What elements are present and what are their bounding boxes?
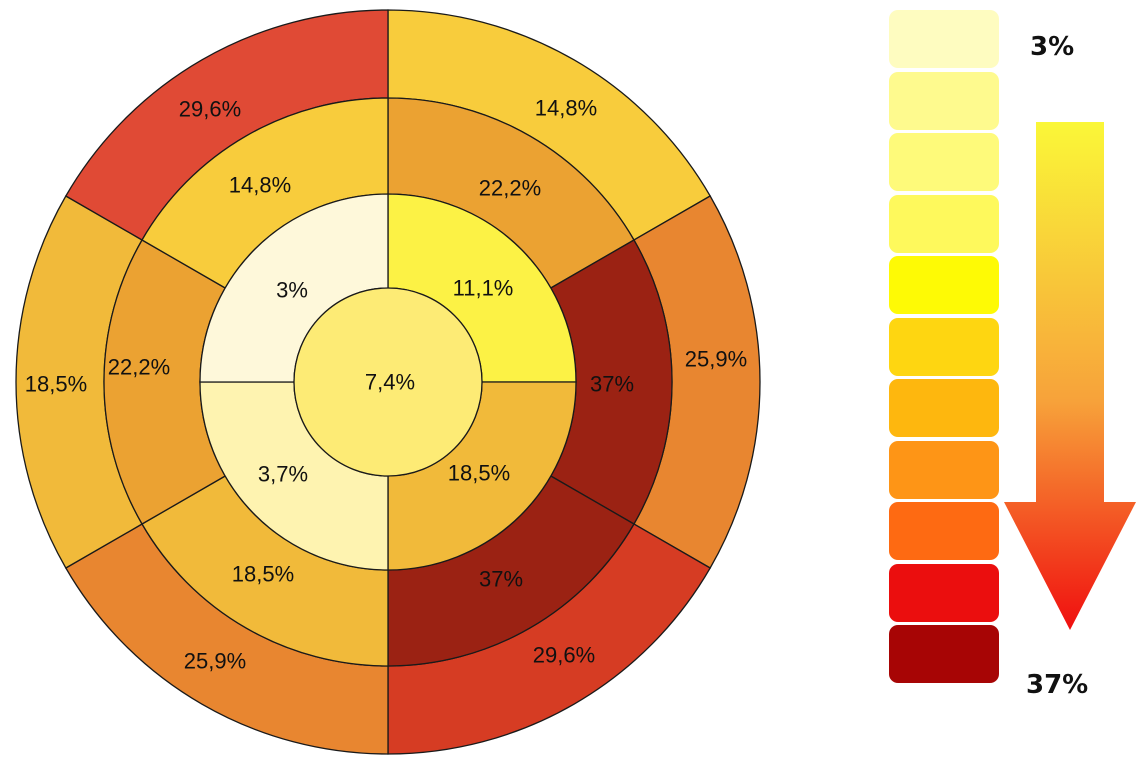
legend-swatch-9 xyxy=(889,502,999,560)
outer-ring-label-1: 14,8% xyxy=(535,96,597,121)
outer-ring-label-3: 29,6% xyxy=(533,643,595,668)
color-scale-legend: 3% 37% xyxy=(880,0,1139,758)
legend-max-label: 37% xyxy=(1026,670,1089,700)
legend-swatch-10 xyxy=(889,563,999,622)
legend-swatch-5 xyxy=(889,256,999,314)
legend-swatch-7 xyxy=(889,379,999,437)
middle-ring-label-6: 14,8% xyxy=(229,173,291,198)
middle-ring-label-3: 37% xyxy=(479,567,523,592)
center-ring-segment-1 xyxy=(293,287,483,477)
ring-labels: 14,8% 25,9% 29,6% 25,9% 18,5% 29,6% 22,2% 37% 37… xyxy=(25,96,747,674)
middle-ring-label-2: 37% xyxy=(590,372,634,397)
inner-ring-label-2: 18,5% xyxy=(448,461,510,486)
outer-ring-label-5: 18,5% xyxy=(25,372,87,397)
middle-ring-label-4: 18,5% xyxy=(232,562,294,587)
outer-ring-label-6: 29,6% xyxy=(179,97,241,122)
legend-swatch-2 xyxy=(889,71,999,130)
legend-swatch-3 xyxy=(889,133,999,191)
inner-ring-label-3: 3,7% xyxy=(258,462,308,487)
center-ring-label-1: 7,4% xyxy=(365,370,415,395)
legend-swatch-8 xyxy=(889,440,999,499)
legend-swatch-6 xyxy=(889,317,999,376)
outer-ring-label-2: 25,9% xyxy=(685,347,747,372)
legend-swatch-4 xyxy=(889,194,999,253)
ring-segments xyxy=(15,9,761,755)
outer-ring-label-4: 25,9% xyxy=(184,649,246,674)
legend-min-label: 3% xyxy=(1030,32,1075,62)
middle-ring-label-5: 22,2% xyxy=(108,355,170,380)
legend-gradient-arrow xyxy=(1004,122,1136,630)
down-arrow-icon xyxy=(1004,122,1136,630)
inner-ring-label-1: 11,1% xyxy=(453,276,514,301)
inner-ring-label-4: 3% xyxy=(276,278,308,303)
concentric-ring-diagram: 14,8% 25,9% 29,6% 25,9% 18,5% 29,6% 22,2% 37% 37… xyxy=(15,9,761,755)
legend-swatch-11 xyxy=(889,625,999,683)
legend-swatch-1 xyxy=(889,10,999,68)
middle-ring-label-1: 22,2% xyxy=(479,176,541,201)
